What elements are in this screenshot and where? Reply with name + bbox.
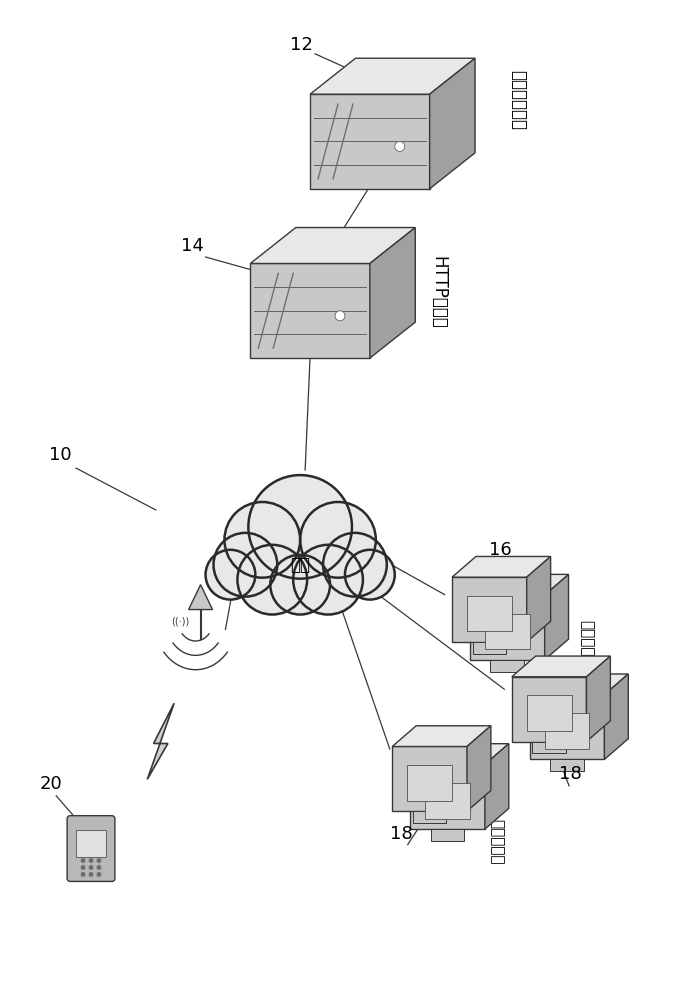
- Circle shape: [249, 476, 351, 578]
- Polygon shape: [452, 556, 551, 577]
- Polygon shape: [250, 263, 370, 358]
- Polygon shape: [407, 765, 452, 801]
- Polygon shape: [532, 742, 566, 753]
- Circle shape: [224, 502, 300, 578]
- Circle shape: [239, 546, 306, 614]
- Circle shape: [301, 503, 375, 577]
- Polygon shape: [491, 660, 524, 672]
- Polygon shape: [527, 556, 551, 642]
- Text: 14: 14: [180, 237, 203, 255]
- Polygon shape: [431, 829, 464, 841]
- Polygon shape: [512, 677, 587, 742]
- Circle shape: [206, 550, 256, 600]
- Polygon shape: [310, 58, 475, 94]
- Circle shape: [226, 503, 299, 577]
- Circle shape: [207, 551, 254, 599]
- Circle shape: [293, 545, 363, 615]
- Circle shape: [89, 858, 93, 863]
- Text: 18: 18: [559, 765, 582, 783]
- Polygon shape: [587, 656, 610, 742]
- Circle shape: [395, 141, 405, 151]
- Circle shape: [300, 502, 376, 578]
- Text: ((·)): ((·)): [171, 616, 189, 626]
- Polygon shape: [604, 674, 628, 759]
- Polygon shape: [452, 577, 527, 642]
- Text: 20: 20: [39, 775, 62, 793]
- Polygon shape: [473, 642, 506, 654]
- Circle shape: [324, 534, 386, 596]
- Circle shape: [89, 872, 93, 877]
- Circle shape: [270, 555, 330, 615]
- Polygon shape: [250, 228, 415, 263]
- Circle shape: [237, 545, 307, 615]
- Polygon shape: [485, 744, 509, 829]
- Polygon shape: [189, 585, 212, 610]
- Circle shape: [97, 858, 101, 863]
- Polygon shape: [550, 759, 584, 771]
- Polygon shape: [76, 830, 105, 857]
- Text: 10: 10: [49, 446, 72, 464]
- Text: HTTP服务器: HTTP服务器: [430, 256, 448, 329]
- Circle shape: [345, 550, 395, 600]
- Text: 用户计算机: 用户计算机: [489, 819, 504, 864]
- Polygon shape: [467, 596, 512, 631]
- Text: 12: 12: [290, 36, 313, 54]
- Polygon shape: [410, 764, 485, 829]
- Polygon shape: [413, 811, 446, 823]
- Circle shape: [80, 872, 86, 877]
- Circle shape: [97, 865, 101, 870]
- Circle shape: [323, 533, 387, 597]
- Polygon shape: [545, 713, 589, 749]
- Polygon shape: [392, 746, 467, 811]
- Polygon shape: [310, 94, 430, 189]
- Text: 18: 18: [390, 825, 412, 843]
- Text: 用户计算机: 用户计算机: [579, 620, 594, 665]
- Polygon shape: [527, 695, 571, 731]
- Polygon shape: [467, 726, 491, 811]
- Circle shape: [89, 865, 93, 870]
- Circle shape: [248, 475, 352, 579]
- Polygon shape: [430, 58, 475, 189]
- Polygon shape: [425, 783, 470, 819]
- Polygon shape: [485, 614, 530, 649]
- Circle shape: [80, 865, 86, 870]
- Polygon shape: [545, 574, 569, 660]
- Polygon shape: [392, 726, 491, 746]
- Polygon shape: [470, 574, 569, 595]
- Polygon shape: [470, 595, 545, 660]
- Polygon shape: [530, 695, 604, 759]
- Polygon shape: [410, 744, 509, 764]
- Circle shape: [214, 533, 277, 597]
- Text: 16: 16: [489, 541, 512, 559]
- Circle shape: [294, 546, 362, 614]
- Circle shape: [214, 534, 276, 596]
- Polygon shape: [530, 674, 628, 695]
- Circle shape: [271, 556, 329, 614]
- Polygon shape: [370, 228, 415, 358]
- Polygon shape: [512, 656, 610, 677]
- Polygon shape: [147, 703, 174, 779]
- Circle shape: [335, 311, 345, 321]
- Circle shape: [346, 551, 393, 599]
- Text: 网络: 网络: [290, 556, 310, 574]
- Circle shape: [80, 858, 86, 863]
- FancyBboxPatch shape: [67, 816, 115, 881]
- Circle shape: [97, 872, 101, 877]
- Text: 源编码服务器: 源编码服务器: [509, 70, 527, 130]
